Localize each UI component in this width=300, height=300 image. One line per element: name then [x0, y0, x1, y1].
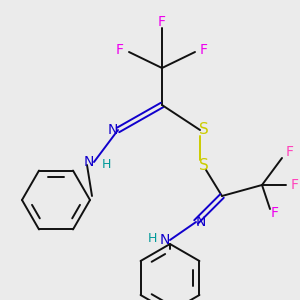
Text: F: F: [116, 43, 124, 57]
Text: F: F: [158, 15, 166, 29]
Text: N: N: [160, 233, 170, 247]
Text: H: H: [147, 232, 157, 244]
Text: N: N: [108, 123, 118, 137]
Text: N: N: [196, 215, 206, 229]
Text: S: S: [199, 158, 209, 173]
Text: S: S: [199, 122, 209, 137]
Text: F: F: [291, 178, 299, 192]
Text: F: F: [286, 145, 294, 159]
Text: F: F: [200, 43, 208, 57]
Text: N: N: [84, 155, 94, 169]
Text: H: H: [101, 158, 111, 172]
Text: F: F: [271, 206, 279, 220]
